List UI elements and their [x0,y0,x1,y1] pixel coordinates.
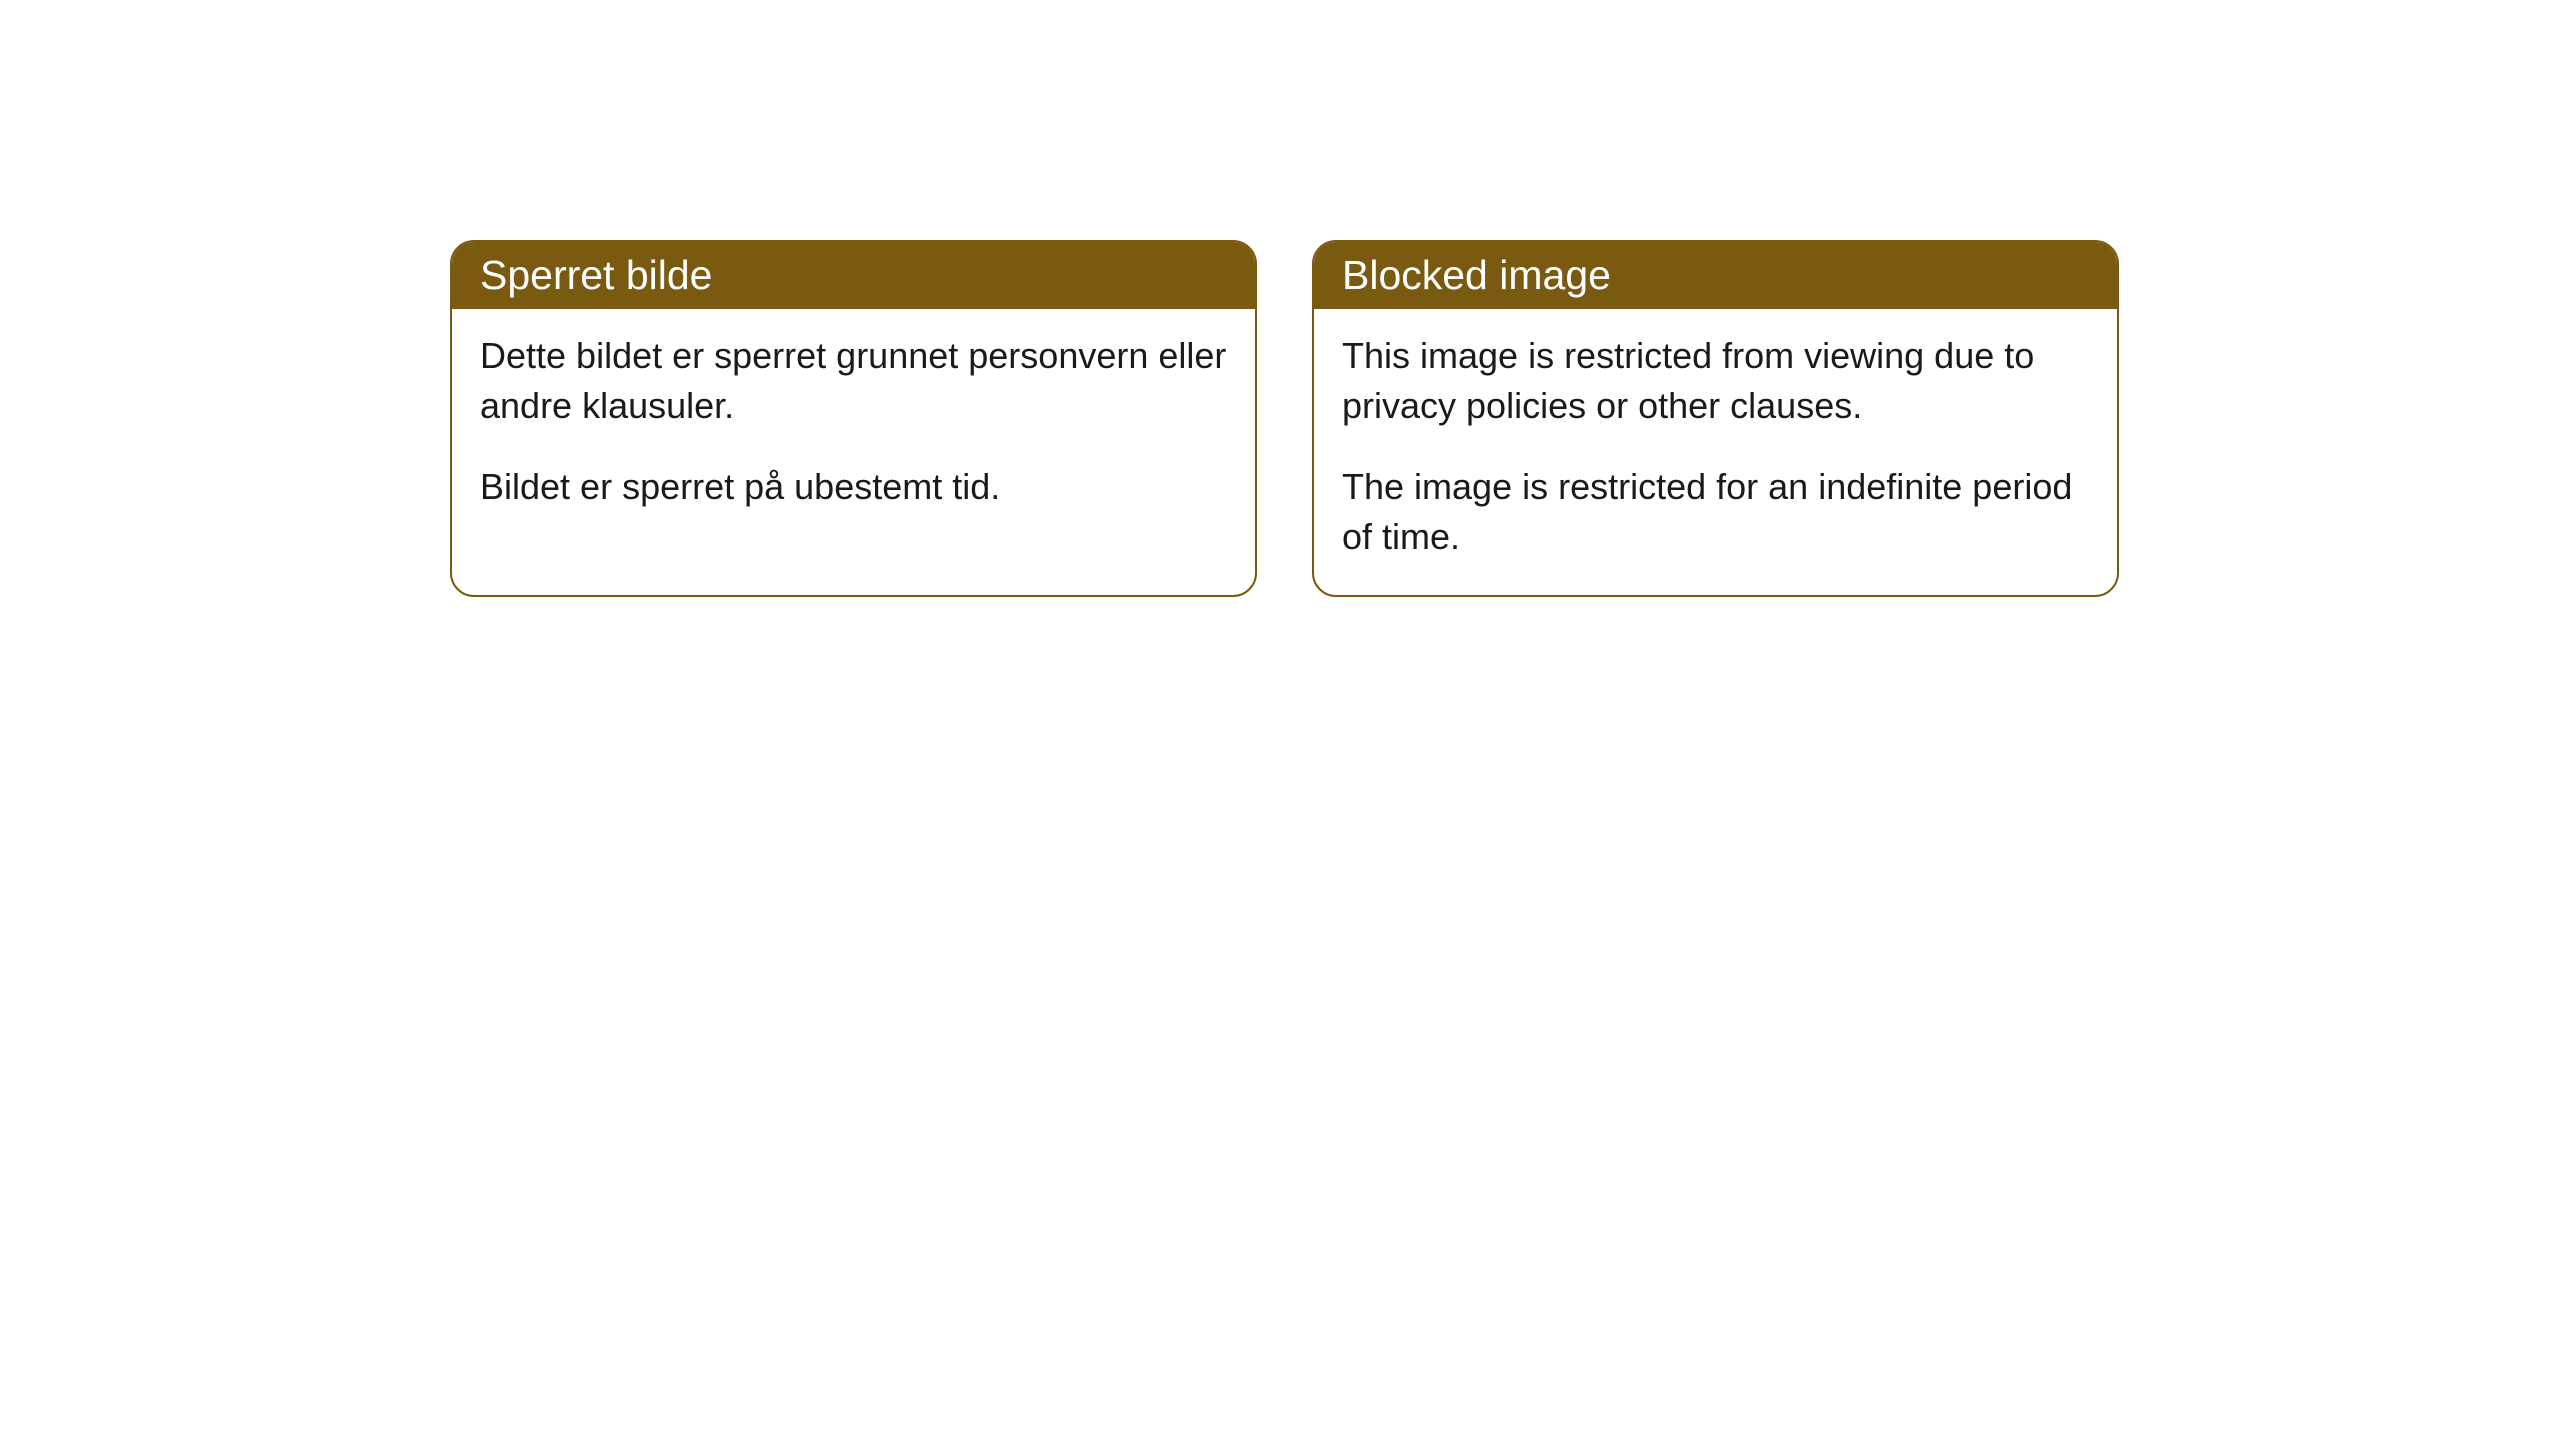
card-header-english: Blocked image [1314,242,2117,309]
card-body-english: This image is restricted from viewing du… [1314,309,2117,595]
notice-cards-container: Sperret bilde Dette bildet er sperret gr… [0,0,2560,597]
card-paragraph-2: The image is restricted for an indefinit… [1342,462,2089,563]
card-paragraph-2: Bildet er sperret på ubestemt tid. [480,462,1227,512]
blocked-image-card-norwegian: Sperret bilde Dette bildet er sperret gr… [450,240,1257,597]
blocked-image-card-english: Blocked image This image is restricted f… [1312,240,2119,597]
card-header-norwegian: Sperret bilde [452,242,1255,309]
card-body-norwegian: Dette bildet er sperret grunnet personve… [452,309,1255,544]
card-paragraph-1: This image is restricted from viewing du… [1342,331,2089,432]
card-paragraph-1: Dette bildet er sperret grunnet personve… [480,331,1227,432]
